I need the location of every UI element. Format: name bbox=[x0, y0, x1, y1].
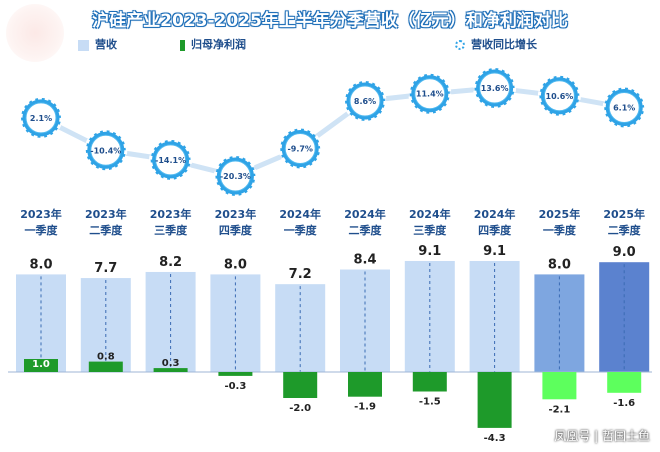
legend-net-profit-label: 归母净利润 bbox=[191, 38, 246, 51]
yoy-value-label: 13.6% bbox=[481, 84, 509, 93]
category-label-quarter: 二季度 bbox=[608, 223, 642, 237]
yoy-value-label: 11.4% bbox=[416, 90, 444, 99]
net-profit-value-label: -4.3 bbox=[484, 433, 506, 444]
yoy-badge-inner bbox=[349, 85, 381, 117]
category-label-year: 2023年 bbox=[150, 207, 192, 221]
yoy-badge-inner bbox=[414, 78, 446, 110]
category-label-year: 2024年 bbox=[409, 207, 451, 221]
net-profit-value-label: -1.6 bbox=[613, 398, 635, 409]
yoy-badge-inner bbox=[479, 72, 511, 104]
net-profit-bar bbox=[542, 372, 577, 400]
net-profit-bar bbox=[153, 368, 188, 372]
category-label-quarter: 一季度 bbox=[284, 223, 318, 237]
legend-revenue: 营收 bbox=[78, 36, 117, 52]
yoy-badge-inner bbox=[219, 160, 251, 192]
category-label-year: 2023年 bbox=[85, 207, 127, 221]
seal-watermark bbox=[6, 4, 64, 62]
net-profit-value-label: 0.8 bbox=[97, 352, 115, 363]
net-profit-bar bbox=[348, 372, 382, 397]
yoy-value-label: -10.4% bbox=[90, 146, 121, 155]
revenue-value-label: 8.0 bbox=[29, 257, 52, 272]
category-label-quarter: 一季度 bbox=[25, 223, 59, 237]
yoy-value-label: -14.1% bbox=[155, 156, 186, 165]
legend-revenue-swatch bbox=[78, 39, 89, 51]
revenue-value-label: 8.2 bbox=[159, 255, 182, 270]
yoy-badge-inner bbox=[284, 132, 316, 164]
yoy-value-label: 10.6% bbox=[546, 92, 574, 101]
legend-yoy-swatch bbox=[455, 40, 465, 50]
legend-yoy-label: 营收同比增长 bbox=[471, 38, 537, 51]
category-label-year: 2025年 bbox=[539, 207, 581, 221]
net-profit-bar bbox=[24, 359, 58, 372]
net-profit-value-label: -1.5 bbox=[419, 397, 441, 408]
category-label-quarter: 一季度 bbox=[543, 223, 577, 237]
category-label-year: 2024年 bbox=[279, 207, 321, 221]
revenue-value-label: 8.0 bbox=[224, 257, 247, 272]
net-profit-bar bbox=[477, 372, 512, 428]
category-label-quarter: 二季度 bbox=[349, 223, 383, 237]
category-label-year: 2023年 bbox=[215, 207, 257, 221]
net-profit-bar bbox=[88, 361, 123, 372]
yoy-value-label: 2.1% bbox=[30, 114, 52, 123]
revenue-value-label: 8.0 bbox=[548, 257, 571, 272]
legend-net-profit-swatch bbox=[180, 39, 185, 51]
net-profit-bar bbox=[607, 372, 642, 393]
category-label-quarter: 四季度 bbox=[478, 223, 512, 237]
net-profit-value-label: -2.0 bbox=[289, 403, 311, 414]
revenue-value-label: 8.4 bbox=[353, 253, 376, 268]
revenue-bar bbox=[599, 262, 650, 372]
net-profit-value-label: -0.3 bbox=[224, 381, 246, 392]
net-profit-bar bbox=[218, 372, 253, 376]
category-label-year: 2025年 bbox=[603, 207, 645, 221]
category-label-quarter: 四季度 bbox=[219, 223, 253, 237]
watermark: 凤凰号 | 哲国土鱼 bbox=[554, 429, 650, 443]
revenue-value-label: 9.0 bbox=[613, 245, 636, 260]
yoy-value-label: -20.3% bbox=[220, 172, 251, 181]
yoy-badge-inner bbox=[90, 134, 122, 166]
revenue-value-label: 7.2 bbox=[289, 267, 312, 282]
yoy-value-label: 8.6% bbox=[354, 97, 376, 106]
yoy-badge-inner bbox=[543, 80, 575, 112]
category-label-quarter: 三季度 bbox=[413, 223, 447, 237]
net-profit-value-label: 1.0 bbox=[32, 359, 50, 370]
category-label-year: 2023年 bbox=[20, 207, 62, 221]
yoy-value-label: 6.1% bbox=[613, 103, 635, 112]
net-profit-bar bbox=[283, 372, 318, 398]
net-profit-value-label: 0.3 bbox=[162, 358, 180, 369]
legend-revenue-label: 营收 bbox=[95, 38, 117, 51]
chart-title: 沪硅产业2023-2025年上半年分季营收（亿元）和净利润对比 bbox=[92, 11, 568, 31]
category-label-quarter: 三季度 bbox=[154, 223, 188, 237]
category-label-year: 2024年 bbox=[474, 207, 516, 221]
yoy-growth-line bbox=[39, 85, 625, 179]
revenue-value-label: 7.7 bbox=[94, 261, 117, 276]
category-label-quarter: 二季度 bbox=[89, 223, 123, 237]
net-profit-bar bbox=[412, 372, 447, 392]
legend-net-profit: 归母净利润 bbox=[180, 36, 246, 52]
yoy-badge-inner bbox=[25, 102, 57, 134]
yoy-badge-inner bbox=[155, 144, 187, 176]
net-profit-value-label: -1.9 bbox=[354, 402, 376, 413]
revenue-value-label: 9.1 bbox=[483, 244, 506, 259]
net-profit-value-label: -2.1 bbox=[548, 404, 570, 415]
yoy-value-label: -9.7% bbox=[287, 144, 313, 153]
yoy-badge-inner bbox=[608, 91, 640, 123]
legend-yoy: 营收同比增长 bbox=[455, 36, 537, 52]
category-label-year: 2024年 bbox=[344, 207, 386, 221]
revenue-value-label: 9.1 bbox=[418, 244, 441, 259]
